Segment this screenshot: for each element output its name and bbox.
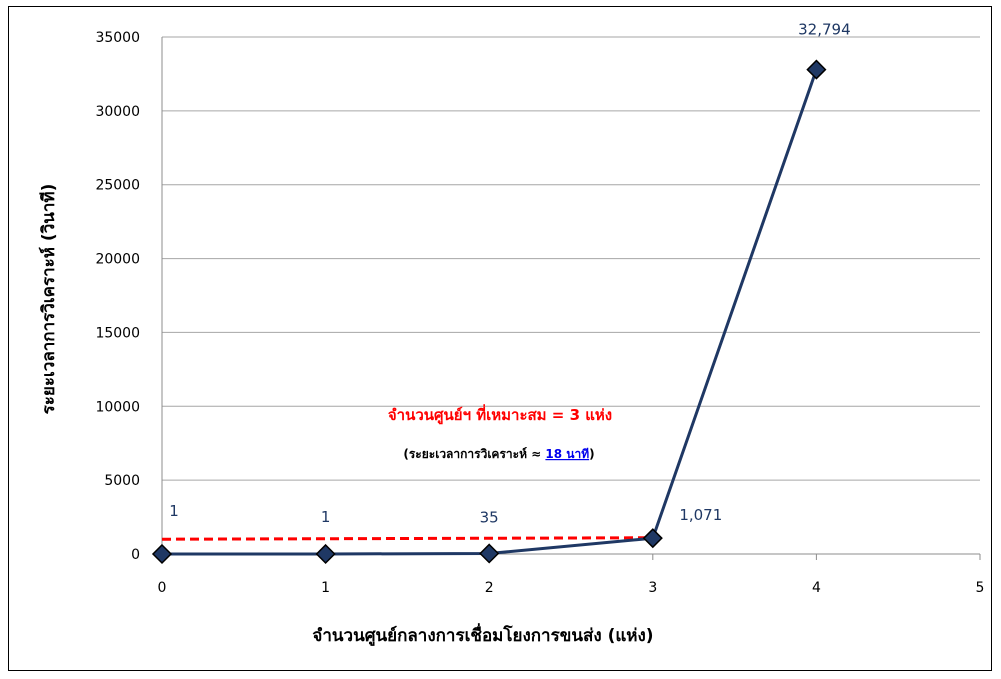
x-tick-label: 3	[648, 580, 657, 596]
annotation-optimal-count: จำนวนศูนย์ฯ ที่เหมาะสม = 3 แห่ง	[388, 404, 612, 425]
annotation-time-link[interactable]: 18 นาที	[545, 447, 589, 461]
data-point-marker	[315, 543, 336, 565]
grid-lines	[162, 36, 980, 481]
annotation-sub-suffix: )	[589, 447, 594, 461]
x-tick-label: 0	[158, 580, 167, 596]
data-label: 1	[169, 502, 179, 520]
y-axis-title: ระยะเวลาการวิเคราะห์ (วินาที)	[38, 184, 59, 415]
x-tick-label: 1	[321, 580, 330, 596]
data-label: 1	[321, 508, 331, 526]
y-tick-label: 30000	[95, 104, 140, 120]
y-tick-label: 35000	[95, 30, 140, 46]
y-tick-label: 15000	[95, 325, 140, 341]
data-point-marker	[806, 59, 827, 80]
annotation-analysis-time: (ระยะเวลาการวิเคราะห์ ≈ 18 นาที)	[403, 447, 594, 461]
x-tick-label: 5	[976, 580, 985, 596]
y-tick-label: 5000	[104, 473, 140, 489]
x-tick-label: 4	[812, 580, 821, 596]
chart-frame: 0 5000 10000 15000 20000 25000 30000 35000 0 1 2 3 4…	[8, 6, 992, 671]
y-tick-label: 10000	[95, 399, 140, 415]
series-line	[162, 69, 818, 556]
data-point-marker	[642, 528, 663, 549]
data-point-marker	[151, 543, 173, 565]
y-tick-label: 20000	[95, 252, 140, 268]
y-tick-label: 25000	[95, 178, 140, 194]
data-labels: 1 1 35 1,071 32,794	[169, 21, 850, 527]
x-axis-title: จำนวนศูนย์กลางการเชื่อมโยงการขนส่ง (แห่ง…	[312, 623, 653, 647]
data-label: 35	[480, 508, 499, 526]
reference-dashed-line	[161, 536, 653, 541]
axes: 0 5000 10000 15000 20000 25000 30000 35000 0 1 2 3 4…	[95, 30, 984, 596]
y-tick-label: 0	[131, 547, 140, 563]
annotation-sub-prefix: (ระยะเวลาการวิเคราะห์ ≈	[403, 447, 545, 461]
data-label: 1,071	[679, 506, 722, 524]
data-point-marker	[479, 543, 500, 564]
data-label: 32,794	[798, 21, 851, 39]
line-chart: 0 5000 10000 15000 20000 25000 30000 35000 0 1 2 3 4…	[38, 21, 984, 647]
reference-line-group	[161, 536, 653, 541]
x-tick-label: 2	[485, 580, 494, 596]
series-group	[151, 59, 827, 565]
